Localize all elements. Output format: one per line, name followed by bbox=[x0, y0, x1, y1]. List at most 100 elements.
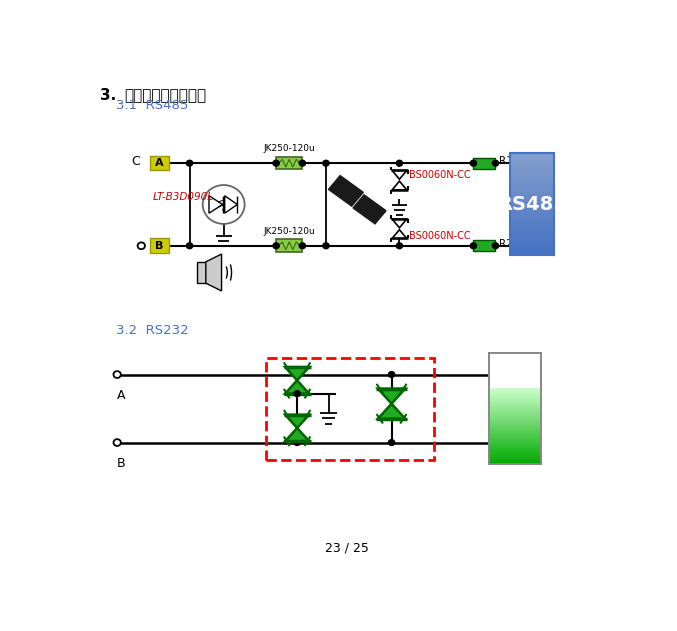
Bar bbox=[489, 461, 541, 463]
Bar bbox=[489, 453, 541, 454]
Bar bbox=[489, 415, 541, 416]
Text: RS485: RS485 bbox=[497, 195, 567, 214]
Bar bbox=[489, 418, 541, 419]
Text: A: A bbox=[117, 389, 126, 402]
Bar bbox=[489, 399, 541, 400]
Text: JK250-120u: JK250-120u bbox=[263, 227, 315, 235]
Text: 3.: 3. bbox=[100, 88, 116, 103]
Bar bbox=[489, 433, 541, 434]
Bar bbox=[489, 414, 541, 415]
Bar bbox=[489, 450, 541, 451]
Bar bbox=[489, 353, 541, 464]
Bar bbox=[489, 440, 541, 442]
Bar bbox=[489, 401, 541, 402]
Polygon shape bbox=[285, 367, 309, 380]
Polygon shape bbox=[285, 380, 309, 394]
Bar bbox=[489, 403, 541, 404]
Bar bbox=[489, 425, 541, 427]
Bar bbox=[489, 400, 541, 401]
Bar bbox=[489, 444, 541, 445]
Bar bbox=[489, 448, 541, 449]
Text: B: B bbox=[117, 457, 126, 470]
Text: 23 / 25: 23 / 25 bbox=[325, 541, 369, 555]
Circle shape bbox=[294, 372, 301, 377]
Text: R1: R1 bbox=[499, 156, 513, 166]
Bar bbox=[489, 454, 541, 455]
Bar bbox=[198, 262, 206, 283]
Bar bbox=[489, 438, 541, 439]
Circle shape bbox=[323, 243, 329, 249]
Bar bbox=[489, 389, 541, 391]
Bar bbox=[489, 411, 541, 412]
Bar bbox=[489, 392, 541, 393]
Polygon shape bbox=[328, 175, 364, 206]
Bar bbox=[489, 416, 541, 417]
Circle shape bbox=[492, 160, 498, 166]
Bar bbox=[489, 410, 541, 411]
Polygon shape bbox=[353, 195, 386, 224]
Circle shape bbox=[202, 185, 244, 224]
Polygon shape bbox=[225, 196, 238, 213]
Bar bbox=[489, 391, 541, 392]
Text: B: B bbox=[156, 241, 164, 251]
Bar bbox=[489, 447, 541, 448]
Text: A: A bbox=[155, 158, 164, 168]
Circle shape bbox=[396, 160, 403, 166]
Bar bbox=[150, 156, 169, 170]
Bar bbox=[489, 413, 541, 414]
Bar bbox=[489, 434, 541, 435]
Bar bbox=[489, 445, 541, 446]
Polygon shape bbox=[392, 219, 407, 228]
Bar bbox=[489, 456, 541, 457]
Bar bbox=[489, 439, 541, 440]
Circle shape bbox=[389, 440, 395, 445]
Bar bbox=[489, 442, 541, 444]
Circle shape bbox=[114, 371, 121, 378]
Polygon shape bbox=[378, 389, 406, 404]
Circle shape bbox=[471, 243, 477, 249]
Circle shape bbox=[294, 391, 301, 396]
Bar bbox=[489, 422, 541, 423]
Bar bbox=[489, 463, 541, 464]
Circle shape bbox=[396, 243, 403, 249]
Bar bbox=[473, 240, 496, 251]
Text: 3.1  RS485: 3.1 RS485 bbox=[116, 99, 188, 112]
Circle shape bbox=[323, 160, 329, 166]
Bar bbox=[489, 353, 541, 464]
Polygon shape bbox=[285, 428, 309, 441]
Text: JK250-120u: JK250-120u bbox=[263, 144, 315, 153]
Bar bbox=[489, 449, 541, 450]
Bar bbox=[489, 402, 541, 403]
Bar bbox=[489, 432, 541, 433]
Bar bbox=[489, 430, 541, 431]
Text: 3.2  RS232: 3.2 RS232 bbox=[116, 324, 189, 336]
Bar bbox=[276, 239, 303, 252]
Bar bbox=[489, 437, 541, 438]
Circle shape bbox=[273, 160, 280, 166]
Bar bbox=[489, 406, 541, 408]
Bar bbox=[489, 451, 541, 452]
Polygon shape bbox=[285, 415, 309, 428]
Circle shape bbox=[471, 160, 477, 166]
Bar bbox=[265, 358, 433, 459]
Bar bbox=[489, 395, 541, 396]
Text: R2: R2 bbox=[499, 239, 513, 249]
Bar bbox=[276, 157, 303, 170]
Circle shape bbox=[299, 160, 305, 166]
Text: C: C bbox=[131, 155, 139, 168]
Bar bbox=[489, 452, 541, 453]
Text: BS0060N-CC: BS0060N-CC bbox=[409, 231, 471, 241]
Polygon shape bbox=[392, 170, 407, 179]
Polygon shape bbox=[392, 181, 407, 190]
Bar bbox=[510, 153, 554, 256]
Circle shape bbox=[492, 243, 498, 249]
Bar bbox=[489, 398, 541, 399]
Circle shape bbox=[114, 439, 121, 446]
Bar bbox=[489, 423, 541, 425]
Bar bbox=[489, 417, 541, 418]
Circle shape bbox=[137, 242, 145, 249]
Bar bbox=[489, 446, 541, 447]
Bar bbox=[489, 429, 541, 430]
Bar bbox=[489, 435, 541, 436]
Circle shape bbox=[273, 243, 280, 249]
